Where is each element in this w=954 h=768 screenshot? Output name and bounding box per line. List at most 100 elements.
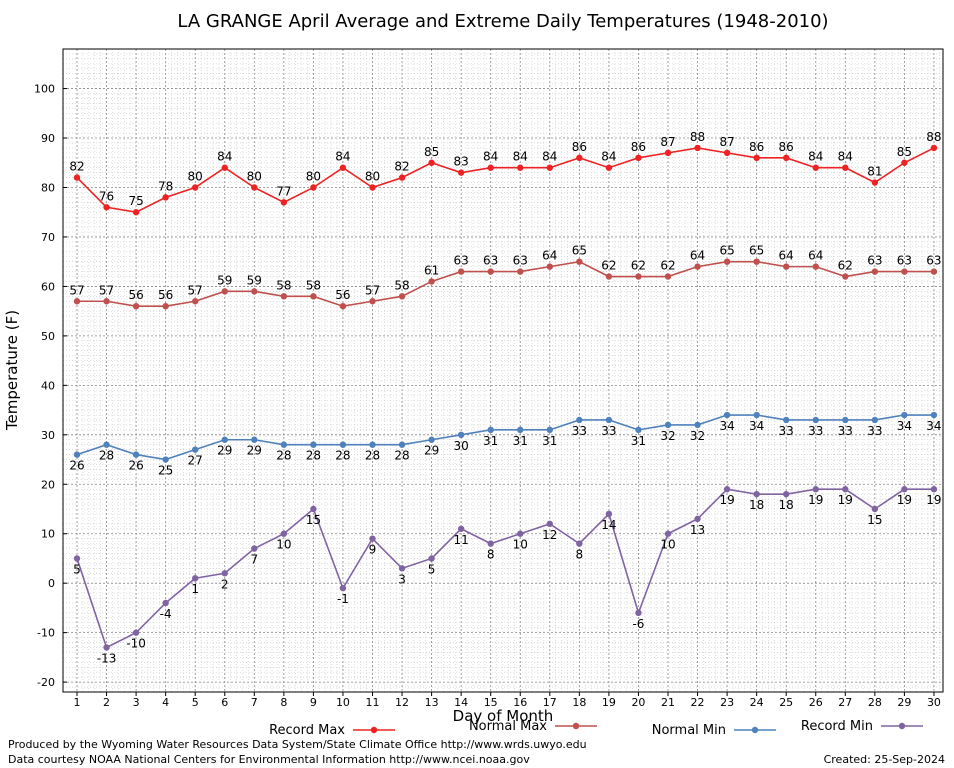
record-min-point [162, 599, 169, 607]
normal-max-point [871, 268, 879, 275]
legend-label: Normal Min [652, 723, 726, 738]
normal-min-point [871, 416, 879, 424]
normal-min-line [76, 414, 934, 461]
record-max-data-label: 78 [158, 179, 173, 193]
normal-max-point [842, 273, 849, 280]
record-max-data-label: 83 [454, 155, 469, 169]
normal-max-data-label: 62 [601, 259, 616, 273]
normal-min-point [930, 411, 938, 419]
normal-min-data-label: 28 [99, 449, 114, 463]
record-min-point [457, 525, 465, 532]
record-min-point [694, 515, 701, 523]
normal-max-data-label: 63 [867, 254, 882, 268]
record-max-data-label: 80 [188, 169, 203, 183]
legend-swatch-marker [572, 722, 580, 730]
normal-max-point [280, 293, 288, 300]
record-min-point [546, 520, 553, 528]
normal-max-point [753, 258, 760, 265]
record-min-point [73, 555, 81, 562]
record-max-point [369, 184, 376, 191]
record-max-data-label: 80 [365, 169, 380, 183]
record-max-point [517, 164, 524, 171]
normal-max-point [132, 303, 140, 310]
x-tick-label: 26 [809, 696, 823, 709]
normal-max-data-label: 59 [217, 273, 232, 287]
x-tick-label: 8 [280, 696, 287, 709]
normal-min-point [162, 456, 169, 463]
record-max-data-label: 85 [897, 145, 912, 159]
normal-max-data-label: 64 [808, 249, 823, 263]
legend-label: Record Max [269, 723, 345, 738]
record-min-point [517, 530, 524, 537]
normal-max-point [251, 288, 258, 295]
y-tick-label: 40 [41, 379, 55, 392]
normal-min-point [723, 411, 731, 419]
normal-min-data-label: 32 [690, 429, 705, 443]
normal-min-data-label: 25 [158, 464, 173, 478]
legend-item-record-max: Record Max [269, 723, 395, 738]
record-max-point [103, 204, 110, 211]
y-tick-label: 50 [41, 330, 55, 343]
record-max-data-label: 87 [719, 135, 734, 149]
legend-item-record-min: Record Min [801, 719, 923, 734]
y-axis-ticks: -20 -10 0 10 20 30 40 50 60 70 80 90 100 [34, 83, 67, 689]
normal-min-data-label: 34 [926, 419, 941, 433]
normal-min-point [694, 421, 701, 429]
x-tick-label: 7 [251, 696, 258, 709]
record-min-point [753, 490, 760, 498]
record-min-point [930, 486, 938, 493]
record-max-point [635, 154, 642, 162]
record-min-data-label: -1 [337, 592, 349, 606]
x-tick-label: 15 [484, 696, 498, 709]
plot-border [62, 48, 944, 693]
normal-max-data-label: 57 [188, 283, 203, 297]
y-tick-label: 100 [34, 83, 55, 96]
record-min-data-label: -10 [126, 637, 146, 651]
normal-max-data-label: 65 [719, 244, 734, 258]
y-tick-label: 60 [41, 280, 55, 293]
producer-credit: Produced by the Wyoming Water Resources … [8, 738, 587, 751]
normal-max-data-label: 64 [779, 249, 794, 263]
x-tick-label: 12 [395, 696, 409, 709]
y-tick-label: -10 [37, 627, 55, 640]
normal-max-data-label: 56 [335, 288, 350, 302]
record-max-data-label: 76 [99, 189, 114, 203]
record-max-data-label: 84 [217, 150, 232, 164]
normal-max-point [546, 263, 553, 270]
normal-max-point [783, 263, 790, 270]
record-min-data-label: 19 [926, 493, 941, 507]
normal-min-data-label: 26 [69, 459, 84, 473]
normal-min-data-label: 33 [867, 424, 882, 438]
record-min-point [723, 486, 731, 493]
record-min-data-label: 9 [369, 543, 377, 557]
record-min-point [428, 555, 435, 562]
normal-min-point [664, 421, 672, 429]
record-max-data-label: 84 [483, 150, 498, 164]
normal-max-point [457, 268, 465, 275]
record-min-point [635, 609, 642, 617]
record-min-data-label: 7 [250, 553, 258, 567]
record-min-data-label: 10 [513, 538, 528, 552]
record-min-data-label: 15 [306, 513, 321, 527]
legend-swatch-marker [370, 726, 378, 734]
normal-min-series: 26 28 26 25 27 29 29 28 28 28 28 28 29 30 31 31 31 33 33 31… [69, 411, 942, 478]
normal-max-line [77, 260, 934, 308]
record-max-data-label: 86 [572, 140, 587, 154]
y-axis-title: Temperature (F) [3, 310, 21, 431]
x-axis-title: Day of Month [453, 707, 554, 725]
normal-min-point [280, 441, 288, 448]
normal-max-data-label: 57 [99, 283, 114, 297]
x-tick-label: 27 [838, 696, 852, 709]
x-tick-label: 13 [425, 696, 439, 709]
record-max-point [487, 164, 494, 171]
normal-min-point [192, 446, 199, 453]
x-tick-label: 3 [133, 696, 140, 709]
normal-min-data-label: 33 [572, 424, 587, 438]
normal-min-data-label: 32 [660, 429, 675, 443]
record-max-point [428, 159, 435, 166]
normal-min-data-label: 31 [542, 434, 557, 448]
normal-max-data-label: 58 [276, 278, 291, 292]
record-min-data-label: -13 [97, 651, 117, 665]
record-min-data-label: 10 [276, 538, 291, 552]
x-tick-label: 19 [602, 696, 616, 709]
